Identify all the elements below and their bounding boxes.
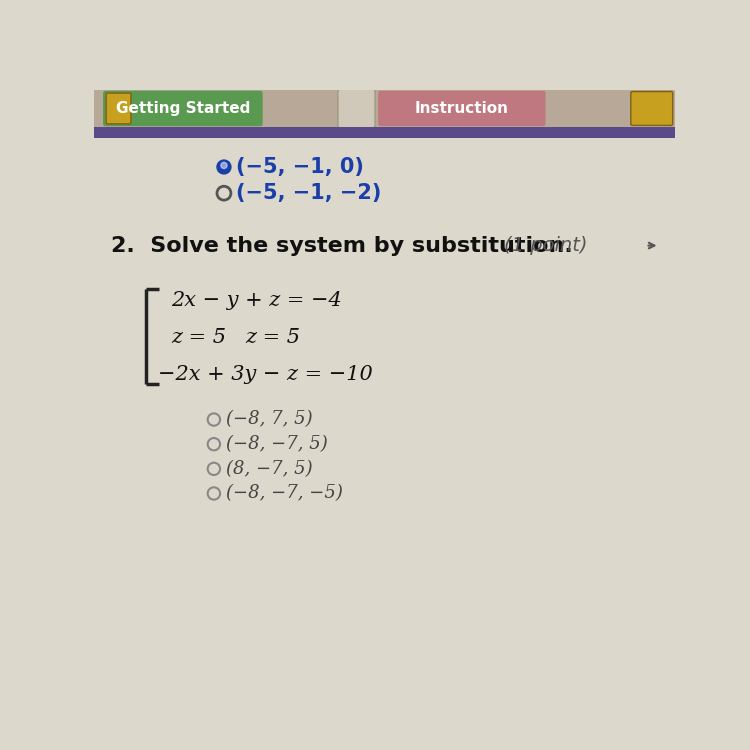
FancyBboxPatch shape xyxy=(378,91,545,126)
FancyBboxPatch shape xyxy=(338,89,375,128)
Text: (8, −7, 5): (8, −7, 5) xyxy=(226,460,313,478)
Text: (−5, −1, −2): (−5, −1, −2) xyxy=(236,183,381,203)
Circle shape xyxy=(217,160,231,174)
Text: 2x − y + z = −4: 2x − y + z = −4 xyxy=(171,292,342,310)
Text: Instruction: Instruction xyxy=(415,101,509,116)
FancyBboxPatch shape xyxy=(103,91,262,126)
FancyBboxPatch shape xyxy=(94,127,675,138)
Text: (−8, −7, −5): (−8, −7, −5) xyxy=(226,484,344,502)
Text: (1 point): (1 point) xyxy=(505,236,588,255)
Text: z = 5: z = 5 xyxy=(244,328,300,347)
Text: z = 5: z = 5 xyxy=(171,328,226,347)
Text: 2.  Solve the system by substitution.: 2. Solve the system by substitution. xyxy=(111,236,572,256)
Text: (−8, 7, 5): (−8, 7, 5) xyxy=(226,410,313,428)
Text: −2x + 3y − z = −10: −2x + 3y − z = −10 xyxy=(158,365,373,385)
FancyBboxPatch shape xyxy=(94,90,675,127)
Text: (−5, −1, 0): (−5, −1, 0) xyxy=(236,157,364,177)
FancyBboxPatch shape xyxy=(631,92,673,125)
Circle shape xyxy=(220,163,227,169)
Text: (−8, −7, 5): (−8, −7, 5) xyxy=(226,435,328,453)
Text: Getting Started: Getting Started xyxy=(116,101,250,116)
FancyBboxPatch shape xyxy=(106,93,131,124)
